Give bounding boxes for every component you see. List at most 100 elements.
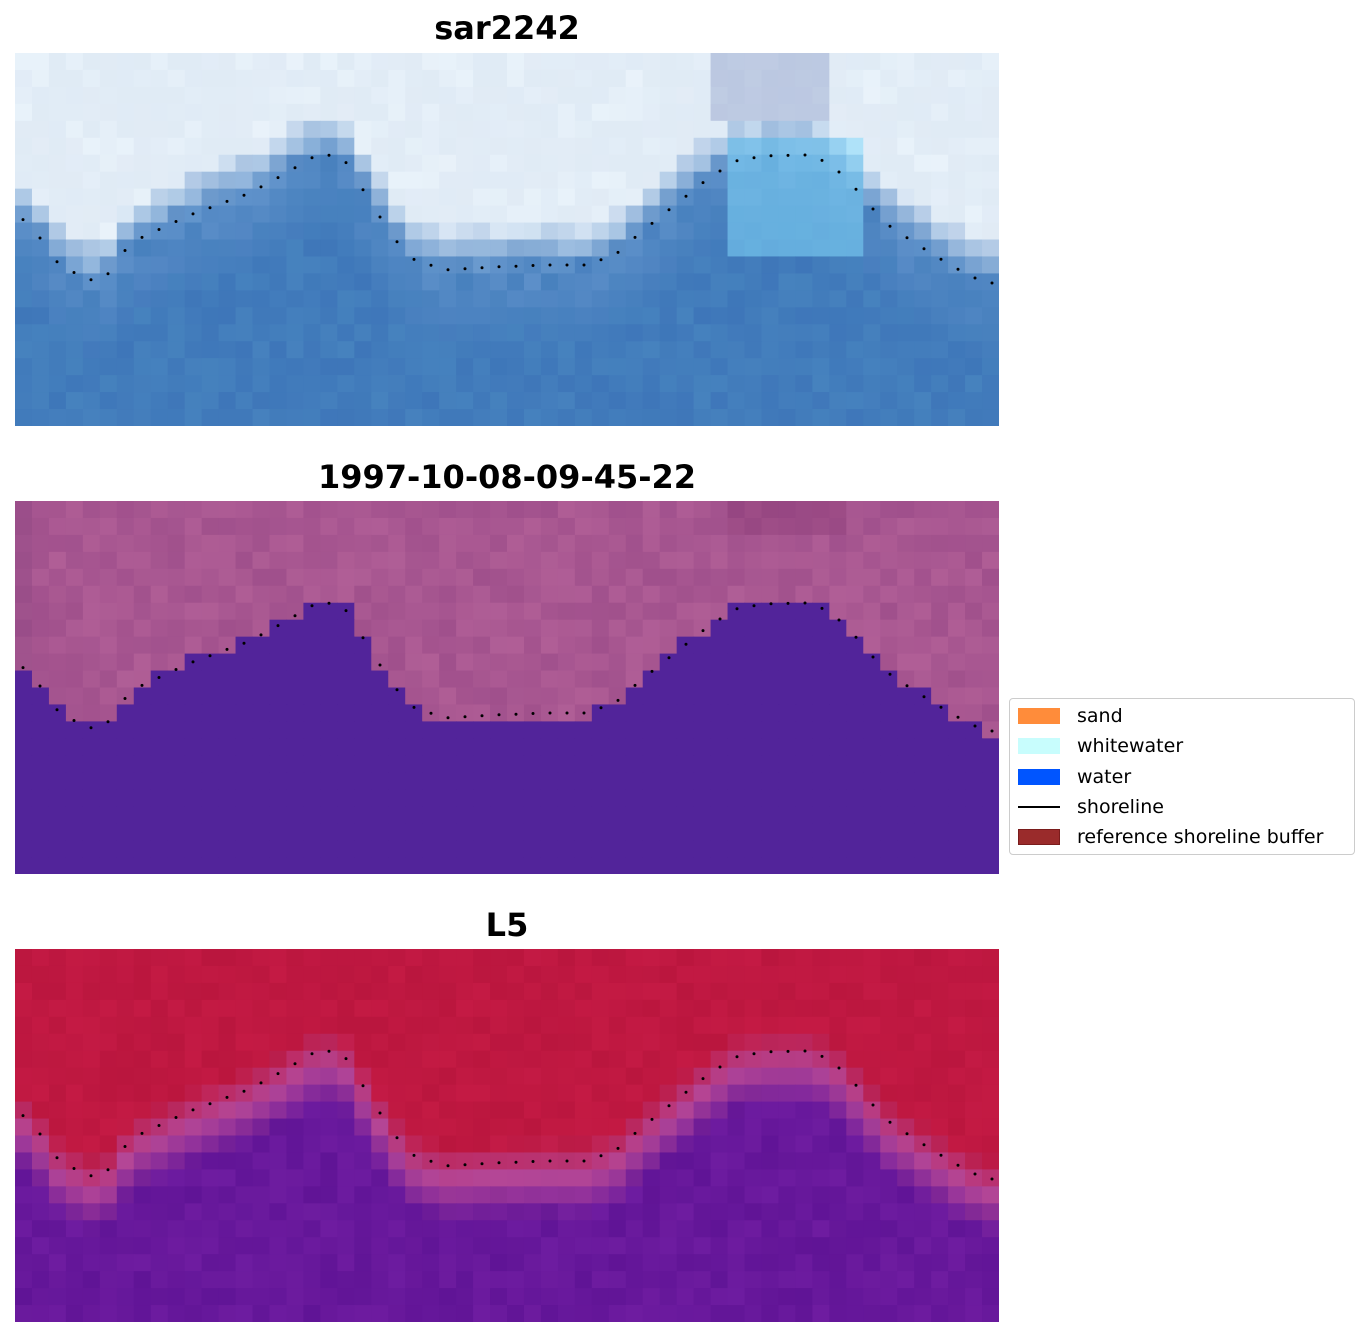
- pixel-cell: [710, 823, 729, 841]
- pixel-cell: [99, 409, 118, 426]
- pixel-cell: [235, 806, 254, 824]
- pixel-cell: [710, 585, 729, 604]
- pixel-cell: [490, 806, 508, 824]
- pixel-cell: [235, 171, 254, 190]
- pixel-cell: [710, 205, 729, 224]
- pixel-cell: [795, 307, 813, 325]
- pixel-cell: [608, 239, 627, 258]
- pixel-cell: [931, 551, 949, 570]
- pixel-cell: [354, 375, 372, 393]
- pixel-cell: [82, 857, 101, 874]
- pixel-cell: [846, 857, 864, 874]
- pixel-cell: [676, 171, 695, 190]
- pixel-cell: [812, 789, 830, 807]
- pixel-cell: [286, 222, 305, 241]
- pixel-cell: [914, 1254, 932, 1272]
- pixel-cell: [218, 1186, 237, 1204]
- pixel-cell: [218, 789, 237, 807]
- pixel-cell: [133, 69, 152, 88]
- pixel-cell: [252, 1152, 271, 1170]
- pixel-cell: [439, 738, 457, 756]
- pixel-cell: [659, 1152, 678, 1170]
- pixel-cell: [65, 154, 84, 173]
- pixel-cell: [65, 636, 84, 655]
- pixel-cell: [48, 1135, 67, 1154]
- pixel-cell: [422, 568, 440, 587]
- pixel-cell: [456, 1050, 474, 1069]
- pixel-cell: [320, 1101, 338, 1120]
- pixel-cell: [965, 789, 983, 807]
- pixel-cell: [218, 602, 237, 621]
- pixel-cell: [15, 1152, 33, 1170]
- pixel-cell: [133, 1101, 152, 1120]
- pixel-cell: [490, 154, 508, 173]
- pixel-cell: [574, 205, 593, 224]
- pixel-cell: [625, 1186, 644, 1204]
- pixel-cell: [982, 1237, 999, 1255]
- pixel-cell: [252, 1288, 271, 1306]
- pixel-cell: [252, 619, 271, 638]
- pixel-cell: [286, 1016, 305, 1035]
- pixel-cell: [218, 307, 237, 325]
- pixel-cell: [388, 1084, 406, 1103]
- pixel-cell: [133, 324, 152, 342]
- pixel-cell: [523, 375, 542, 393]
- pixel-cell: [439, 69, 457, 88]
- shoreline-point: [837, 1066, 841, 1070]
- pixel-cell: [761, 721, 780, 739]
- pixel-cell: [388, 290, 406, 308]
- pixel-cell: [388, 1220, 406, 1238]
- pixel-cell: [48, 1186, 67, 1204]
- pixel-cell: [252, 188, 271, 207]
- pixel-cell: [422, 1288, 440, 1306]
- shoreline-point: [718, 169, 722, 173]
- pixel-cell: [693, 602, 712, 621]
- pixel-cell: [371, 789, 389, 807]
- pixel-cell: [710, 949, 729, 967]
- pixel-cell: [252, 721, 271, 739]
- pixel-cell: [540, 789, 559, 807]
- pixel-cell: [337, 517, 355, 536]
- pixel-cell: [778, 1203, 797, 1221]
- pixel-cell: [82, 568, 101, 587]
- pixel-cell: [150, 670, 169, 689]
- pixel-cell: [167, 636, 186, 655]
- pixel-cell: [15, 789, 33, 807]
- pixel-cell: [490, 1016, 508, 1035]
- pixel-cell: [710, 137, 729, 156]
- pixel-cell: [625, 721, 644, 739]
- pixel-cell: [456, 1033, 474, 1052]
- pixel-cell: [880, 86, 898, 105]
- pixel-cell: [473, 1203, 491, 1221]
- pixel-cell: [65, 222, 84, 241]
- pixel-cell: [473, 1084, 491, 1103]
- pixel-cell: [693, 222, 712, 241]
- pixel-cell: [235, 1186, 254, 1204]
- pixel-cell: [116, 823, 135, 841]
- pixel-cell: [150, 341, 169, 359]
- pixel-cell: [218, 1118, 237, 1137]
- pixel-cell: [388, 171, 406, 190]
- pixel-cell: [184, 1220, 203, 1238]
- pixel-cell: [65, 823, 84, 841]
- pixel-cell: [676, 965, 695, 984]
- pixel-cell: [371, 1135, 389, 1154]
- pixel-cell: [422, 840, 440, 858]
- pixel-cell: [897, 840, 915, 858]
- pixel-cell: [778, 392, 797, 410]
- pixel-cell: [150, 120, 169, 139]
- pixel-cell: [591, 188, 610, 207]
- pixel-cell: [167, 120, 186, 139]
- pixel-cell: [116, 392, 135, 410]
- pixel-cell: [218, 534, 237, 553]
- pixel-cell: [846, 840, 864, 858]
- pixel-cell: [422, 1050, 440, 1069]
- pixel-cell: [456, 1135, 474, 1154]
- pixel-cell: [48, 704, 67, 722]
- pixel-cell: [693, 1288, 712, 1306]
- pixel-cell: [897, 1084, 915, 1103]
- pixel-cell: [591, 1169, 610, 1187]
- pixel-cell: [948, 653, 966, 672]
- pixel-cell: [184, 1169, 203, 1187]
- pixel-cell: [99, 1084, 118, 1103]
